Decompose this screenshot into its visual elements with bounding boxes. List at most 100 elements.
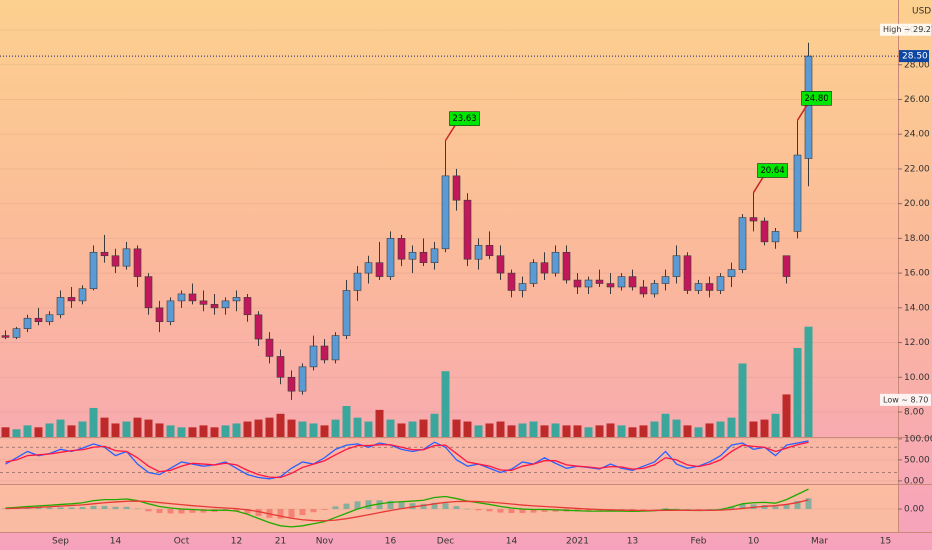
volume-bar — [617, 425, 626, 437]
volume-bar — [529, 421, 538, 437]
candle-body — [408, 251, 417, 260]
volume-bar — [188, 427, 197, 437]
stochastic-line — [5, 441, 809, 479]
price-marker-box — [880, 393, 931, 406]
histogram-bar — [662, 508, 669, 510]
annotation-pointer — [752, 176, 765, 193]
volume-bar — [67, 425, 76, 437]
volume-bar — [144, 419, 153, 437]
candle-body — [221, 300, 230, 309]
candle-body — [166, 300, 175, 323]
candle-body — [1, 335, 10, 338]
volume-bar — [34, 427, 43, 437]
candle-body — [243, 297, 252, 316]
volume-bar — [23, 425, 32, 437]
candle-body — [353, 272, 362, 291]
candle-body — [595, 279, 604, 284]
histogram-bar — [255, 509, 262, 516]
annotation-box — [801, 91, 832, 106]
candle-body — [265, 338, 274, 357]
histogram-bar — [728, 506, 735, 510]
histogram-bar — [717, 508, 724, 510]
volume-bar — [166, 425, 175, 437]
candle-body — [694, 283, 703, 291]
candle-body — [155, 307, 164, 323]
volume-bar — [56, 419, 65, 437]
x-tick-label: Dec — [437, 537, 454, 547]
candle-body — [441, 175, 450, 250]
histogram-bar — [464, 508, 471, 510]
x-tick-label: Feb — [691, 537, 707, 547]
histogram-bar — [200, 509, 207, 513]
histogram-bar — [277, 509, 284, 519]
x-tick-label: 2021 — [566, 537, 589, 547]
histogram-bar — [585, 509, 592, 512]
annotation-box — [757, 163, 788, 178]
volume-bar — [254, 419, 263, 437]
candle-body — [650, 283, 659, 295]
candle-body — [518, 283, 527, 291]
volume-bar — [551, 423, 560, 437]
histogram-bar — [101, 505, 108, 510]
candle-body — [485, 245, 494, 257]
histogram-bar — [244, 509, 251, 514]
candle-body — [782, 255, 791, 277]
volume-bar — [221, 425, 230, 437]
candle-body — [100, 251, 109, 257]
histogram-bar — [453, 506, 460, 510]
candle-body — [606, 283, 615, 288]
histogram-bar — [343, 503, 350, 510]
histogram-bar — [79, 506, 86, 510]
candle-body — [254, 314, 263, 340]
histogram-bar — [442, 503, 449, 510]
candle-body — [661, 276, 670, 284]
volume-bar — [760, 419, 769, 437]
volume-bar — [430, 413, 439, 437]
last-price-box — [899, 50, 929, 63]
candle-body — [111, 255, 120, 267]
volume-bar — [738, 363, 747, 437]
histogram-bar — [134, 508, 141, 510]
candle-body — [551, 251, 560, 274]
volume-bar — [342, 406, 351, 437]
volume-bar — [606, 423, 615, 437]
histogram-bar — [431, 502, 438, 510]
histogram-bar — [794, 500, 801, 510]
candle-body — [298, 366, 307, 392]
candle-body — [573, 279, 582, 288]
volume-bar — [133, 417, 142, 437]
x-tick-label: Oct — [174, 537, 190, 547]
candle-body — [89, 251, 98, 290]
histogram-bar — [772, 506, 779, 510]
candle-body — [529, 262, 538, 284]
candle-body — [584, 279, 593, 288]
price-marker-box — [880, 23, 931, 36]
histogram-bar — [530, 509, 537, 513]
volume-bar — [276, 413, 285, 437]
candle-body — [793, 154, 802, 232]
candle-body — [78, 288, 87, 302]
histogram-bar — [90, 505, 97, 510]
candle-body — [496, 255, 505, 274]
x-tick-label: 10 — [748, 537, 760, 547]
candle-body — [452, 175, 461, 201]
volume-bar — [474, 425, 483, 437]
volume-bar — [562, 425, 571, 437]
histogram-bar — [57, 507, 64, 510]
annotation-label: 24.80 — [804, 94, 828, 104]
volume-bar — [155, 423, 164, 437]
histogram-bar — [310, 509, 317, 513]
candle-body — [639, 286, 648, 295]
y-tick-label: 100.00 — [904, 434, 932, 444]
candle-body — [507, 272, 516, 291]
histogram-bar — [35, 507, 42, 510]
y-tick-label: 20.00 — [904, 199, 930, 209]
volume-bar — [496, 421, 505, 437]
candle-body — [760, 220, 769, 243]
histogram-bar — [167, 509, 174, 514]
histogram-bar — [332, 506, 339, 510]
annotation-box — [449, 111, 480, 126]
candle-body — [287, 376, 296, 392]
volume-bar — [639, 425, 648, 437]
volume-bar — [364, 421, 373, 437]
